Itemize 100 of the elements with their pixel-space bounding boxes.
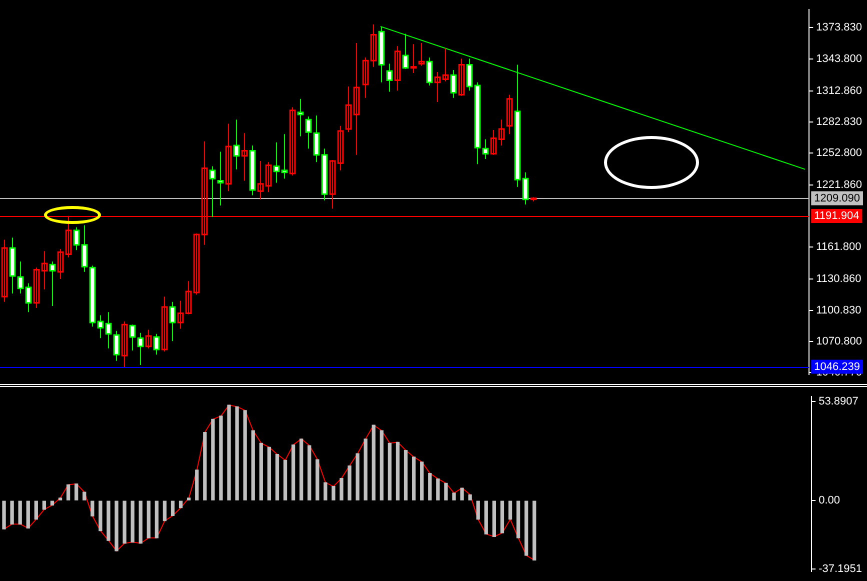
- candlestick: [265, 162, 272, 193]
- bar: [428, 473, 432, 500]
- bar: [364, 438, 368, 500]
- candlestick: [337, 125, 344, 171]
- bar: [106, 500, 110, 541]
- y-tick-label: -37.1951: [818, 563, 862, 576]
- bar: [532, 500, 536, 561]
- y-tick-label: 1343.800: [816, 52, 862, 65]
- candlestick: [329, 160, 336, 210]
- bar: [316, 459, 320, 500]
- bar: [187, 498, 191, 500]
- bar: [58, 498, 62, 500]
- candlestick: [410, 44, 417, 74]
- bar: [299, 438, 304, 500]
- candlestick: [177, 300, 184, 330]
- candlestick: [353, 42, 360, 156]
- candlestick: [362, 57, 369, 98]
- bar: [154, 500, 159, 538]
- bar: [42, 500, 46, 510]
- bar: [74, 483, 78, 500]
- bar: [332, 486, 336, 500]
- bar: [18, 500, 22, 524]
- bar: [251, 430, 255, 500]
- y-tick-label: 1100.830: [816, 304, 862, 316]
- bar: [122, 500, 126, 544]
- bar: [114, 500, 118, 552]
- ref-line-label: 1209.090: [814, 192, 860, 204]
- bar: [219, 416, 223, 500]
- y-tick-label: 1312.860: [816, 84, 862, 97]
- bar: [308, 445, 312, 500]
- bar: [508, 500, 512, 520]
- candlestick: [434, 72, 441, 103]
- bar: [444, 482, 448, 500]
- bar: [203, 432, 207, 500]
- bar: [324, 482, 328, 500]
- bar: [484, 500, 488, 534]
- bar: [283, 460, 288, 500]
- bar: [267, 446, 272, 500]
- bar: [146, 500, 150, 538]
- candlestick: [498, 119, 505, 146]
- candlestick: [193, 233, 200, 296]
- bar: [26, 500, 30, 528]
- bar: [178, 500, 183, 508]
- candlestick: [33, 267, 40, 309]
- y-tick-label: 1161.800: [816, 241, 862, 254]
- bar: [211, 418, 215, 500]
- candlestick: [370, 24, 377, 68]
- bar: [275, 454, 280, 500]
- bar: [10, 500, 14, 524]
- bar: [2, 500, 6, 530]
- candlestick: [490, 129, 497, 156]
- candlestick: [418, 42, 425, 66]
- bar: [500, 500, 504, 534]
- bar: [340, 478, 344, 500]
- candlestick: [41, 250, 48, 290]
- y-tick-label: 0.00: [818, 494, 840, 507]
- y-tick-label: 1252.800: [816, 147, 862, 160]
- bar: [492, 500, 496, 537]
- candlestick: [57, 248, 64, 280]
- candlestick: [145, 329, 152, 349]
- bar: [412, 456, 416, 500]
- candlestick: [225, 123, 232, 192]
- bar: [388, 442, 392, 500]
- bar: [130, 500, 134, 542]
- bar: [396, 442, 400, 500]
- ref-line-label: 1046.239: [814, 360, 860, 373]
- bar: [516, 500, 520, 538]
- candlestick: [442, 48, 449, 82]
- bar: [66, 484, 70, 500]
- bar: [259, 442, 263, 500]
- candlestick: [1, 239, 8, 302]
- candlestick: [257, 160, 264, 200]
- y-tick-label: 1070.800: [816, 335, 862, 348]
- candlestick: [241, 132, 248, 182]
- bar: [170, 500, 175, 516]
- bar: [372, 424, 376, 500]
- bar: [50, 500, 54, 506]
- bar: [476, 500, 480, 520]
- y-tick-label: 1282.830: [816, 116, 862, 128]
- y-tick-label: 53.8907: [818, 395, 858, 408]
- candlestick: [506, 94, 513, 135]
- ref-line-label: 1191.904: [814, 210, 860, 222]
- candlestick: [458, 58, 465, 96]
- y-tick-label: 1221.860: [816, 179, 862, 192]
- candlestick: [161, 296, 168, 352]
- bar: [227, 404, 231, 500]
- bar: [34, 500, 38, 520]
- bar: [524, 500, 528, 556]
- bar: [404, 450, 408, 500]
- bar: [356, 453, 360, 500]
- bar: [243, 410, 247, 500]
- bar: [162, 500, 167, 522]
- candlestick: [185, 280, 192, 315]
- bar: [420, 462, 424, 500]
- bar: [82, 492, 86, 500]
- bar: [98, 500, 102, 532]
- bar: [460, 488, 464, 500]
- bar: [452, 492, 456, 500]
- bar: [348, 465, 352, 500]
- y-tick-label: 1130.860: [816, 273, 862, 286]
